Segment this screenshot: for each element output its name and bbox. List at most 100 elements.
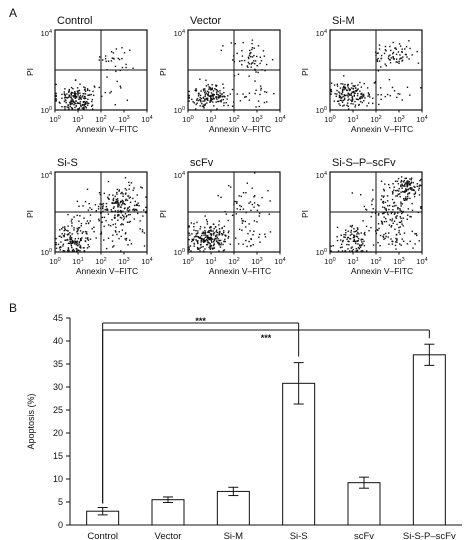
- event-point: [257, 71, 259, 74]
- error-bar-control: [97, 507, 108, 516]
- event-point: [336, 93, 338, 95]
- event-point: [73, 101, 75, 103]
- event-point: [400, 185, 402, 188]
- event-point: [203, 240, 206, 243]
- event-point: [362, 238, 364, 241]
- event-point: [206, 93, 209, 95]
- event-point: [114, 202, 116, 204]
- plot-title: Si-S–P–scFv: [332, 157, 396, 169]
- event-point: [124, 199, 127, 202]
- event-point: [107, 224, 110, 226]
- event-point: [74, 90, 76, 93]
- event-point: [398, 226, 400, 229]
- event-point: [199, 250, 201, 252]
- event-point: [392, 52, 394, 55]
- event-point: [239, 204, 241, 207]
- event-point: [69, 240, 71, 242]
- event-point: [406, 56, 408, 58]
- event-point: [361, 92, 363, 95]
- event-point: [218, 95, 220, 97]
- event-point: [251, 39, 254, 41]
- event-point: [89, 207, 91, 209]
- event-point: [264, 69, 266, 72]
- event-point: [360, 232, 362, 234]
- event-point: [348, 94, 350, 96]
- event-point: [346, 243, 348, 246]
- event-point: [209, 247, 211, 250]
- event-point: [405, 189, 408, 191]
- event-point: [365, 209, 368, 211]
- event-point: [201, 238, 203, 241]
- event-point: [204, 248, 206, 250]
- event-point: [248, 240, 250, 243]
- event-point: [124, 187, 126, 190]
- error-bar-si-s-p-scfv: [424, 343, 435, 366]
- event-point: [199, 225, 202, 228]
- event-point: [351, 250, 354, 252]
- event-point: [344, 83, 346, 86]
- event-point: [70, 238, 72, 241]
- event-point: [80, 222, 83, 225]
- event-point: [410, 189, 413, 191]
- event-point: [383, 220, 386, 223]
- event-point: [222, 83, 224, 85]
- event-point: [384, 49, 387, 51]
- event-point: [375, 209, 377, 211]
- event-point: [251, 203, 254, 206]
- event-point: [376, 60, 379, 63]
- event-point: [409, 182, 411, 185]
- event-point: [76, 227, 78, 230]
- event-point: [212, 223, 215, 225]
- event-point: [136, 203, 138, 206]
- event-point: [76, 230, 79, 232]
- event-point: [229, 93, 231, 95]
- event-point: [389, 59, 391, 61]
- plot-title: Control: [57, 15, 92, 27]
- event-point: [393, 189, 395, 191]
- event-point: [84, 100, 86, 103]
- event-point: [78, 241, 81, 244]
- event-point: [225, 235, 227, 237]
- event-point: [360, 250, 362, 252]
- event-point: [128, 188, 130, 190]
- event-point: [120, 204, 123, 206]
- x-tick-label: 100: [324, 257, 335, 266]
- x-tick-label: 104: [274, 115, 285, 124]
- event-point: [360, 239, 362, 241]
- event-point: [135, 204, 138, 207]
- event-point: [381, 223, 384, 225]
- event-point: [205, 243, 208, 246]
- event-point: [414, 186, 416, 188]
- x-category-label-si-s-p-scfv: Si-S-P–scFv: [403, 531, 456, 540]
- x-tick-label: 104: [416, 257, 427, 266]
- event-point: [221, 96, 224, 98]
- event-point: [210, 100, 213, 102]
- event-point: [219, 94, 222, 97]
- event-point: [400, 201, 402, 203]
- event-points: [330, 40, 422, 110]
- event-point: [127, 244, 129, 246]
- event-point: [351, 82, 353, 85]
- event-point: [211, 238, 214, 240]
- event-point: [233, 203, 235, 206]
- x-tick-label: 104: [416, 115, 427, 124]
- event-point: [264, 236, 267, 238]
- event-point: [370, 226, 372, 229]
- event-point: [66, 233, 69, 236]
- event-point: [103, 216, 106, 219]
- event-point: [372, 102, 374, 105]
- event-point: [397, 193, 399, 196]
- event-point: [378, 213, 380, 215]
- y-tick-label: 40: [53, 336, 63, 346]
- event-point: [350, 92, 353, 95]
- bar-vector: [151, 499, 185, 526]
- event-point: [409, 187, 411, 189]
- event-point: [406, 214, 409, 216]
- x-tick-label: 103: [251, 115, 262, 124]
- event-point: [125, 239, 127, 241]
- event-point: [355, 247, 358, 250]
- event-point: [68, 90, 70, 92]
